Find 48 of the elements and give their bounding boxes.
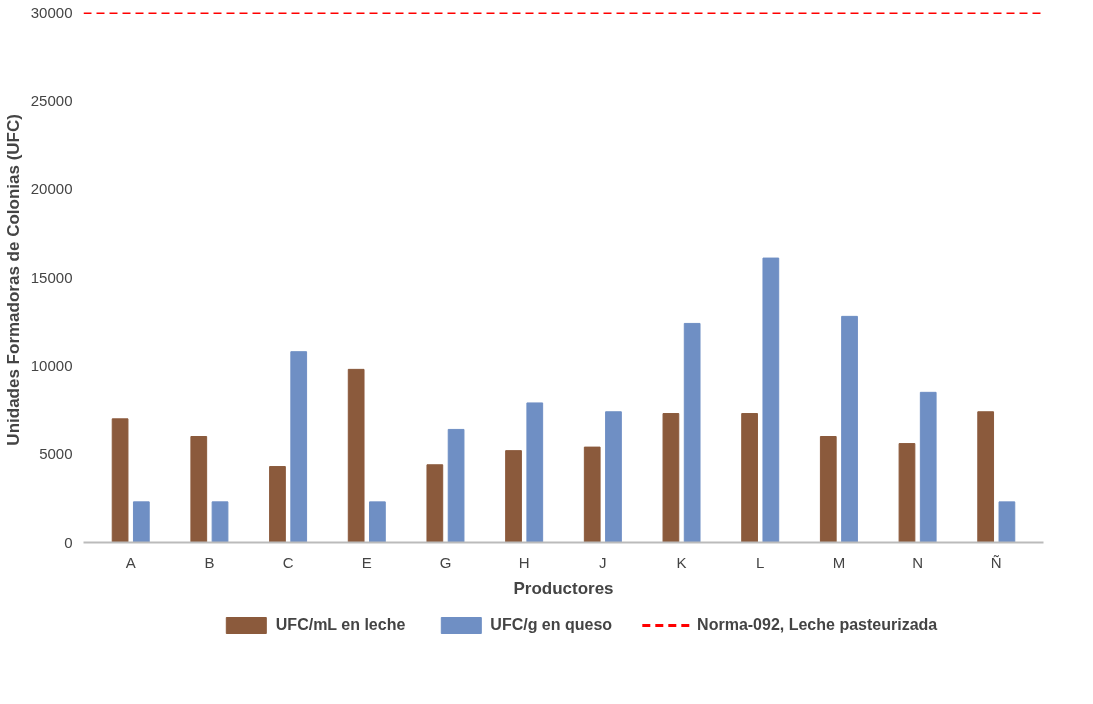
x-tick-label: H: [518, 553, 530, 571]
bar: [662, 413, 680, 543]
x-tick-label: J: [599, 553, 607, 571]
x-tick-label: Ñ: [990, 553, 1002, 571]
x-tick-label: K: [676, 553, 687, 571]
x-tick-label: C: [282, 553, 294, 571]
bar: [919, 391, 937, 543]
y-tick-label: 10000: [30, 356, 73, 374]
y-tick-label: 30000: [30, 3, 73, 21]
bar: [741, 413, 758, 543]
x-axis-title: Productores: [513, 578, 614, 598]
x-tick-label: A: [125, 553, 136, 571]
bar: [998, 501, 1016, 543]
bar: [683, 322, 701, 543]
x-tick-label: B: [204, 553, 215, 571]
bar: [290, 351, 308, 543]
bar: [762, 257, 780, 543]
bar: [605, 411, 622, 543]
bar: [132, 501, 150, 543]
bar: [898, 443, 916, 543]
bar: [447, 428, 465, 543]
x-tick-label: E: [361, 553, 372, 571]
x-tick-label: G: [439, 553, 452, 571]
x-tick-label: L: [756, 553, 765, 571]
legend-label: UFC/g en queso: [490, 616, 613, 634]
bar: [211, 501, 229, 543]
bar: [426, 464, 444, 543]
y-tick-label: 0: [64, 533, 73, 551]
y-axis-title: Unidades Formadoras de Colonias (UFC): [3, 114, 23, 446]
bar: [190, 436, 208, 543]
bar: [526, 402, 544, 543]
legend-label: UFC/mL en leche: [275, 616, 406, 634]
y-tick-label: 25000: [30, 91, 73, 109]
bar: [369, 501, 386, 543]
x-tick-label: N: [912, 553, 924, 571]
y-tick-label: 5000: [39, 445, 73, 463]
y-tick-label: 15000: [30, 268, 73, 286]
y-tick-label: 20000: [30, 180, 73, 198]
legend-label: Norma-092, Leche pasteurizada: [697, 616, 938, 634]
bar: [819, 436, 837, 543]
bar: [583, 446, 601, 543]
bar: [977, 411, 995, 543]
x-tick-label: M: [832, 553, 846, 571]
bar: [841, 315, 858, 543]
bar: [269, 466, 286, 543]
bar: [347, 368, 365, 543]
bar: [505, 450, 522, 543]
bar: [111, 418, 129, 543]
